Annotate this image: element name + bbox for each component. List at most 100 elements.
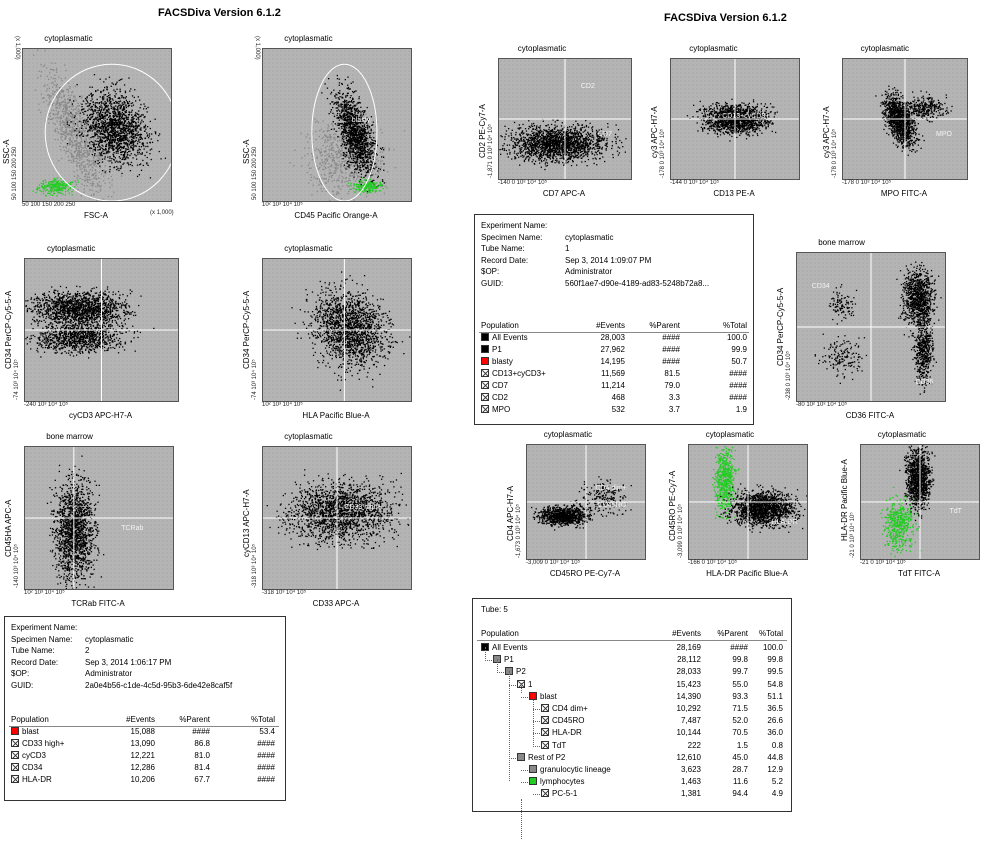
population-total: 0.8 xyxy=(473,741,783,750)
dot-plot-svg xyxy=(25,259,178,401)
x-axis-label: CD45 Pacific Orange-A xyxy=(262,211,410,220)
x-tick-labels: -3,009 0 10³ 10⁴ 10⁵ xyxy=(526,560,580,566)
plot-title: cytoplasmatic xyxy=(518,44,566,53)
x-axis-label: TdT FITC-A xyxy=(860,569,978,578)
population-events: 15,088 xyxy=(5,727,155,736)
population-row[interactable]: All Events xyxy=(481,333,528,342)
event-cluster-red xyxy=(899,445,936,528)
tree-node[interactable]: CD4 dim+ xyxy=(541,704,588,713)
info-value: 560f1ae7-d90e-4189-ad83-5248b72a8... xyxy=(565,279,709,288)
population-parent: 3.3 xyxy=(475,393,680,402)
y-tick-labels: -74 10³ 10⁴ 10⁵ xyxy=(252,359,258,400)
population-total: 100.0 xyxy=(475,333,747,342)
dot-plot-svg xyxy=(32,49,171,201)
tree-guide xyxy=(533,695,534,745)
population-total: 100.0 xyxy=(473,643,783,652)
population-total: 51.1 xyxy=(473,692,783,701)
population-row[interactable]: CD2 xyxy=(481,393,508,402)
tree-guide xyxy=(497,659,498,671)
population-row[interactable]: CD34 xyxy=(11,763,42,772)
tree-branch xyxy=(533,709,540,710)
tree-node[interactable]: Rest of P2 xyxy=(517,752,565,762)
population-total: 36.0 xyxy=(473,728,783,737)
tree-node[interactable]: granulocytic lineage xyxy=(529,765,611,774)
population-total: #### xyxy=(5,763,275,772)
dot-plot: HLA-DR xyxy=(688,444,808,560)
info-label: $OP: xyxy=(481,267,499,276)
population-total: 1.9 xyxy=(475,405,747,414)
population-row[interactable]: blast xyxy=(11,727,39,736)
tree-node[interactable]: TdT xyxy=(541,740,566,750)
population-row[interactable]: blasty xyxy=(481,357,513,366)
population-name: P1 xyxy=(492,345,502,354)
info-value: cytoplasmatic xyxy=(565,233,613,242)
dot-plot: blasty xyxy=(262,48,412,202)
population-row[interactable]: cyCD3 xyxy=(11,751,46,760)
x-tick-labels: 10² 10³ 10⁴ 10⁵ xyxy=(262,402,303,408)
population-total: 99.8 xyxy=(473,655,783,664)
info-value: 2a0e4b56-c1de-4c5d-95b3-6de42e8caf5f xyxy=(85,681,232,690)
left-header: FACSDiva Version 6.1.2 xyxy=(158,7,281,19)
population-row[interactable]: CD33 high+ xyxy=(11,739,64,748)
y-tick-labels: -318 10³ 10⁴ 10⁵ xyxy=(252,544,258,588)
population-events: 10,292 xyxy=(473,704,701,713)
header-divider xyxy=(477,640,787,641)
y-axis-label: SSC-A xyxy=(242,140,251,164)
population-row[interactable]: P1 xyxy=(481,345,502,354)
population-events: 12,286 xyxy=(5,763,155,772)
population-row[interactable]: MPO xyxy=(481,405,510,414)
y-tick-labels: -140 10³ 10⁴ 10⁵ xyxy=(14,544,20,588)
y-unit-label: (x 1,000) xyxy=(14,36,20,60)
event-cluster-red xyxy=(25,317,141,359)
population-parent: #### xyxy=(475,357,680,366)
column-header: %Total xyxy=(473,629,783,638)
y-tick-labels: -74 10³ 10⁴ 10⁵ xyxy=(14,359,20,400)
population-parent: 71.5 xyxy=(473,704,748,713)
right-header: FACSDiva Version 6.1.2 xyxy=(664,12,787,24)
population-name: HLA-DR xyxy=(552,728,582,737)
population-name: MPO xyxy=(492,405,510,414)
population-parent: 81.5 xyxy=(475,369,680,378)
x-axis-label: TCRab FITC-A xyxy=(24,599,172,608)
checkbox-swatch-icon xyxy=(11,775,19,783)
info-value: cytoplasmatic xyxy=(85,635,133,644)
y-axis-label: CD45RO PE-Cy7-A xyxy=(668,471,677,541)
tree-node[interactable]: HLA-DR xyxy=(541,728,582,737)
plot-title: cytoplasmatic xyxy=(284,244,332,253)
x-axis-label: CD33 APC-A xyxy=(262,599,410,608)
population-total: 53.4 xyxy=(5,727,275,736)
population-events: 10,144 xyxy=(473,728,701,737)
tree-node[interactable]: PC-5-1 xyxy=(541,789,577,798)
population-row[interactable]: CD13+cyCD3+ xyxy=(481,369,546,378)
color-swatch-icon xyxy=(517,752,525,761)
gate-label: CD2 xyxy=(581,83,595,90)
population-name: CD4 dim+ xyxy=(552,704,588,713)
plot-title: cytoplasmatic xyxy=(284,432,332,441)
population-row[interactable]: HLA-DR xyxy=(11,775,52,784)
population-parent: 79.0 xyxy=(475,381,680,390)
event-cluster-red xyxy=(499,118,631,171)
population-row[interactable]: CD7 xyxy=(481,381,508,390)
y-unit-label: (x 1,000) xyxy=(254,36,260,60)
population-events: 468 xyxy=(475,393,625,402)
tree-branch xyxy=(521,782,528,784)
y-axis-label: SSC-A xyxy=(2,140,11,164)
population-total: #### xyxy=(475,393,747,402)
checkbox-swatch-icon xyxy=(11,739,19,747)
population-events: 12,610 xyxy=(473,753,701,762)
y-tick-labels: -238 0 10³ 10⁴ 10⁵ xyxy=(786,351,792,400)
population-parent: 99.7 xyxy=(473,667,748,676)
population-parent: 55.0 xyxy=(473,680,748,689)
tube-hierarchy-panel: Tube: 5 Population #Events %Parent %Total All… xyxy=(472,598,792,839)
population-name: CD13+cyCD3+ xyxy=(492,369,546,378)
info-value: Administrator xyxy=(565,267,612,276)
dot-plot: CD13+cyCD3+ xyxy=(670,58,800,180)
tree-node[interactable]: lymphocytes xyxy=(529,777,584,786)
population-parent: 94.4 xyxy=(473,789,748,798)
tree-guide xyxy=(521,799,522,839)
population-total: #### xyxy=(475,369,747,378)
tree-node[interactable]: CD45RO xyxy=(541,716,584,725)
population-parent: #### xyxy=(475,333,680,342)
checkbox-swatch-icon xyxy=(541,704,549,712)
population-events: 28,003 xyxy=(475,333,625,342)
